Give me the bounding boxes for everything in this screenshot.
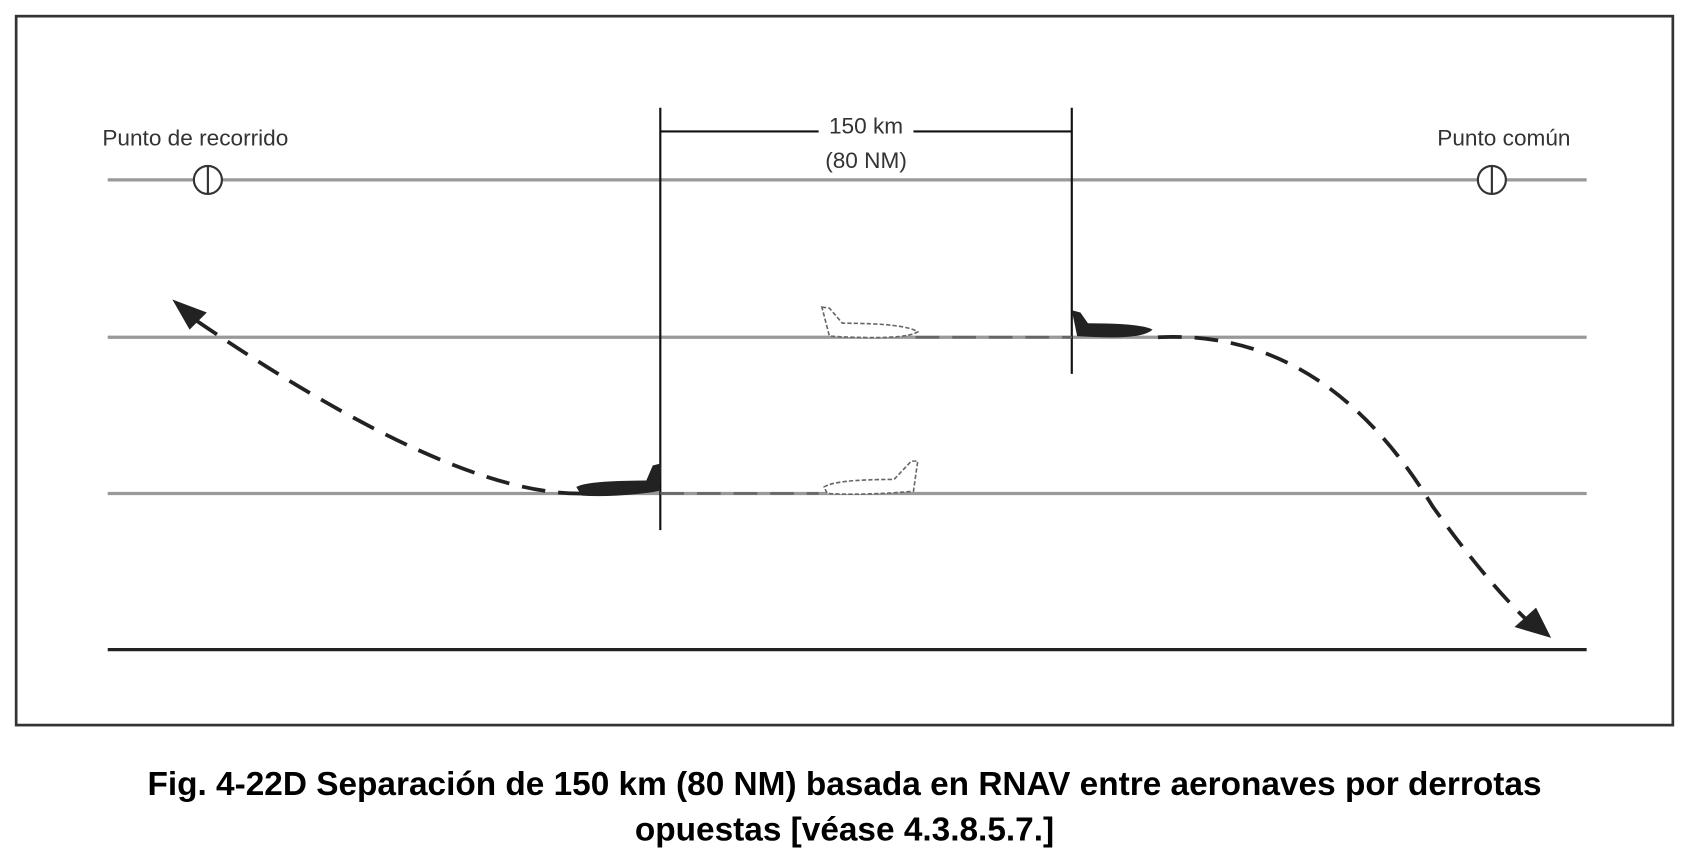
waypoint-label: Punto de recorrido (102, 125, 288, 150)
flight-path (1157, 334, 1531, 625)
dimension (659, 107, 1073, 531)
flight-paths (192, 317, 1531, 625)
caption: Fig. 4-22D Separación de 150 km (80 NM) … (147, 766, 1541, 803)
aircraft-outline (822, 460, 919, 495)
arrowhead (172, 299, 207, 330)
arrowhead (1514, 607, 1552, 638)
aircraft (576, 463, 662, 497)
common-point-label: Punto común (1437, 125, 1570, 150)
distance-label: (80 NM) (825, 148, 907, 173)
frame (14, 14, 1675, 727)
distance-label: 150 km (829, 114, 903, 139)
waypoint-symbols (192, 164, 1507, 196)
aircraft-outline (820, 306, 920, 339)
aircraft (1071, 310, 1153, 338)
flight-path (192, 317, 582, 496)
caption: opuestas [véase 4.3.8.5.7.] (635, 811, 1054, 848)
